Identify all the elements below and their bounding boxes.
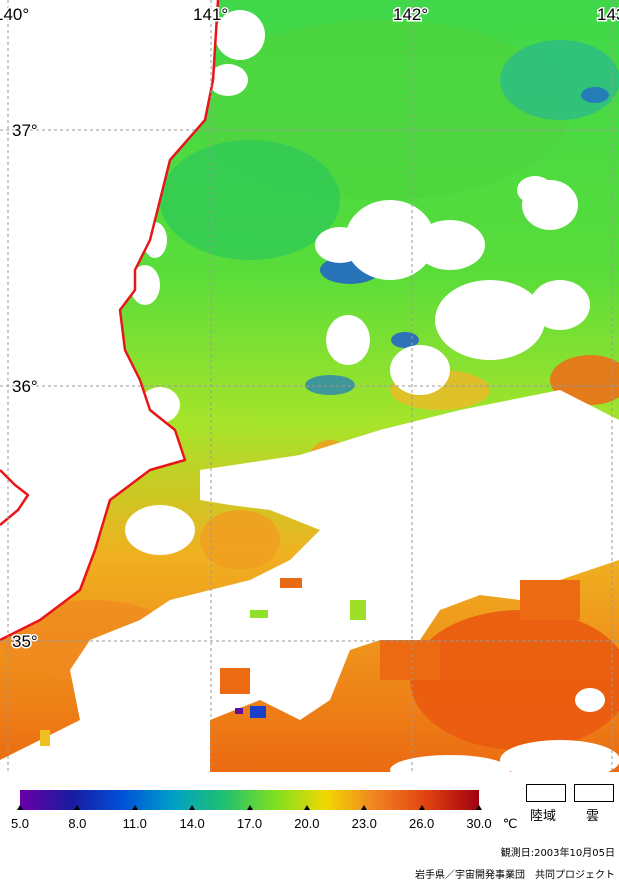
colorbar-tick-label: 11.0 [122, 816, 147, 831]
colorbar-tick-mark [189, 805, 196, 810]
lat-label-35: 35° [12, 632, 38, 651]
land-key-label: 陸域 [530, 809, 557, 824]
lon-label-141: 141° [193, 5, 228, 24]
cloud-key-box [574, 784, 614, 802]
lon-label-142: 142° [393, 5, 428, 24]
colorbar-tick-mark [418, 805, 425, 810]
colorbar-tick-mark [131, 805, 138, 810]
legend: 5.0 8.0 11.0 14.0 17.0 20.0 23.0 26.0 30.0 ℃ 陸域 … [0, 772, 619, 881]
coastline-lake [0, 469, 30, 526]
colorbar-tick-label: 30.0 [466, 816, 492, 831]
colorbar-tick-label: 8.0 [68, 816, 87, 831]
colorbar-tick-label: 23.0 [351, 816, 377, 831]
cloud-mask [0, 10, 619, 772]
colorbar-tick-mark [17, 805, 23, 810]
credit-line: 岩手県／宇宙開発事業団 共同プロジェクト [415, 870, 615, 881]
sst-patches [40, 578, 580, 746]
lat-label-36: 36° [12, 377, 38, 396]
colorbar-tick-mark [361, 805, 368, 810]
colorbar-tick-mark [303, 805, 310, 810]
colorbar-tick-label: 26.0 [408, 816, 435, 831]
cloud-key-label: 雲 [586, 809, 600, 824]
land-key-box [526, 784, 566, 802]
coastline [0, 0, 220, 642]
lat-label-37: 37° [12, 121, 38, 140]
colorbar-tick-label: 17.0 [236, 816, 263, 831]
colorbar-tick-label: 20.0 [294, 816, 320, 831]
colorbar-tick-label: 5.0 [10, 816, 30, 831]
graticule [0, 0, 619, 772]
sea-surface-temperature-map: 140° 141° 142° 143° 37° 36° 35° [0, 0, 619, 772]
colorbar-tick-mark [74, 805, 81, 810]
observation-date: 観測日:2003年10月05日 [500, 848, 615, 859]
land-area [0, 0, 218, 640]
colorbar-tick-mark [476, 805, 482, 810]
lon-label-140: 140° [0, 5, 29, 24]
colorbar-tick-mark [246, 805, 253, 810]
lon-label-143: 143° [597, 5, 619, 24]
unit-label: ℃ [502, 816, 518, 831]
colorbar-tick-label: 14.0 [179, 816, 205, 831]
